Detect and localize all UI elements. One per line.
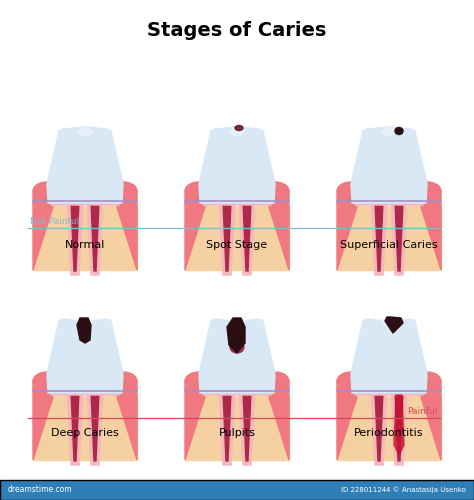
Ellipse shape: [337, 182, 365, 200]
Polygon shape: [243, 392, 251, 461]
Text: Periodontitis: Periodontitis: [354, 428, 424, 438]
Ellipse shape: [185, 182, 213, 200]
Polygon shape: [353, 135, 425, 205]
Ellipse shape: [109, 372, 137, 390]
Polygon shape: [371, 200, 387, 275]
FancyBboxPatch shape: [0, 480, 474, 500]
Polygon shape: [185, 381, 205, 460]
Polygon shape: [239, 200, 255, 275]
Polygon shape: [185, 207, 289, 270]
Text: dreamstime.com: dreamstime.com: [8, 486, 73, 494]
Polygon shape: [33, 397, 137, 460]
Polygon shape: [239, 390, 255, 465]
Polygon shape: [49, 135, 121, 205]
Polygon shape: [91, 202, 99, 271]
Polygon shape: [71, 392, 79, 461]
Polygon shape: [269, 191, 289, 270]
Polygon shape: [421, 381, 441, 460]
Polygon shape: [47, 319, 123, 393]
Text: Painful: Painful: [408, 407, 438, 416]
Polygon shape: [33, 191, 53, 270]
Polygon shape: [87, 200, 103, 275]
Polygon shape: [379, 143, 399, 201]
Ellipse shape: [33, 372, 61, 390]
Text: ID 228011244 © Anastasija Usenko: ID 228011244 © Anastasija Usenko: [341, 486, 466, 494]
Polygon shape: [385, 317, 403, 333]
Ellipse shape: [235, 126, 243, 130]
Polygon shape: [199, 127, 275, 203]
Polygon shape: [71, 202, 79, 271]
Polygon shape: [33, 207, 137, 270]
Ellipse shape: [261, 372, 289, 390]
Polygon shape: [49, 325, 121, 395]
Polygon shape: [227, 318, 245, 353]
Polygon shape: [117, 191, 137, 270]
Polygon shape: [185, 191, 205, 270]
Ellipse shape: [395, 128, 403, 134]
Polygon shape: [33, 381, 53, 460]
Polygon shape: [219, 200, 235, 275]
Polygon shape: [185, 397, 289, 460]
Polygon shape: [391, 200, 407, 275]
Polygon shape: [223, 202, 231, 271]
Polygon shape: [227, 333, 247, 391]
Polygon shape: [381, 128, 397, 135]
Ellipse shape: [337, 372, 365, 390]
Polygon shape: [67, 200, 83, 275]
Polygon shape: [91, 392, 99, 461]
Polygon shape: [379, 333, 399, 391]
Polygon shape: [337, 207, 441, 270]
Ellipse shape: [109, 182, 137, 200]
Polygon shape: [371, 390, 387, 465]
Polygon shape: [395, 392, 403, 461]
Polygon shape: [229, 318, 245, 325]
Polygon shape: [77, 128, 93, 135]
Text: Stages of Caries: Stages of Caries: [147, 20, 327, 40]
Polygon shape: [375, 202, 383, 271]
Polygon shape: [394, 395, 404, 455]
Polygon shape: [229, 128, 245, 135]
Polygon shape: [337, 381, 357, 460]
Polygon shape: [77, 318, 93, 325]
Polygon shape: [87, 390, 103, 465]
Polygon shape: [269, 381, 289, 460]
Text: Superficial Caries: Superficial Caries: [340, 240, 438, 250]
Polygon shape: [391, 390, 407, 465]
Polygon shape: [351, 319, 427, 393]
Polygon shape: [337, 191, 357, 270]
Polygon shape: [421, 191, 441, 270]
Polygon shape: [201, 325, 273, 395]
Ellipse shape: [413, 372, 441, 390]
Ellipse shape: [230, 341, 244, 353]
Text: Spot Stage: Spot Stage: [207, 240, 267, 250]
Polygon shape: [47, 127, 123, 203]
Polygon shape: [223, 392, 231, 461]
Polygon shape: [375, 392, 383, 461]
Polygon shape: [227, 143, 247, 201]
Polygon shape: [395, 202, 403, 271]
Ellipse shape: [413, 182, 441, 200]
Polygon shape: [337, 397, 441, 460]
Text: Normal: Normal: [65, 240, 105, 250]
Ellipse shape: [185, 372, 213, 390]
Polygon shape: [77, 318, 91, 343]
Polygon shape: [199, 319, 275, 393]
Text: Pulpits: Pulpits: [219, 428, 255, 438]
Polygon shape: [353, 325, 425, 395]
Text: Not Painful: Not Painful: [30, 217, 79, 226]
Polygon shape: [201, 135, 273, 205]
Polygon shape: [243, 202, 251, 271]
Polygon shape: [381, 318, 397, 325]
Polygon shape: [67, 390, 83, 465]
Polygon shape: [75, 333, 95, 391]
Text: Deep Caries: Deep Caries: [51, 428, 119, 438]
Polygon shape: [351, 127, 427, 203]
Polygon shape: [117, 381, 137, 460]
Ellipse shape: [261, 182, 289, 200]
Polygon shape: [75, 143, 95, 201]
Ellipse shape: [33, 182, 61, 200]
Polygon shape: [219, 390, 235, 465]
